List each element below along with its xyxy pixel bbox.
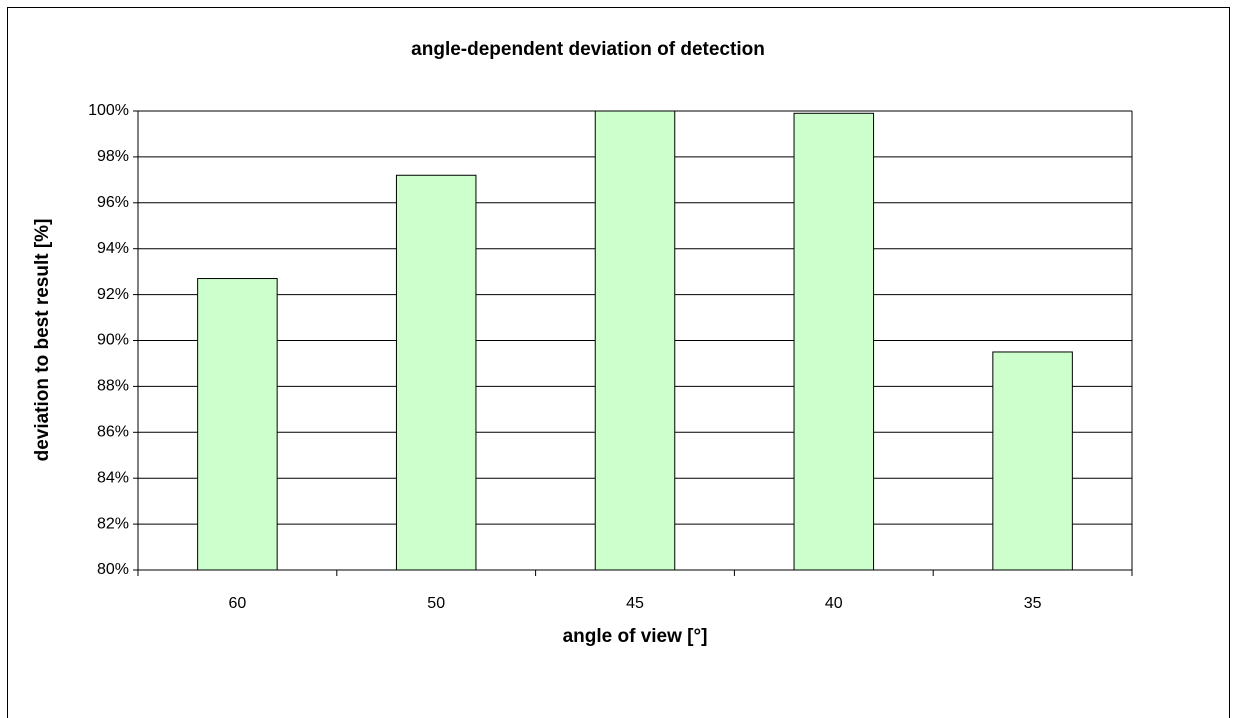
y-tick-label: 100% [88, 102, 129, 119]
y-axis-label: deviation to best result [%] [32, 219, 53, 462]
bar [594, 110, 676, 571]
bar [992, 351, 1073, 571]
y-tick-label: 80% [97, 561, 129, 578]
y-tick-label: 86% [97, 424, 129, 441]
bar [395, 174, 477, 571]
chart-title: angle-dependent deviation of detection [411, 39, 765, 60]
bar [197, 278, 278, 571]
x-tick-label: 50 [427, 595, 445, 612]
y-tick-label: 98% [97, 148, 129, 165]
y-tick-label: 88% [97, 378, 129, 395]
x-tick-label: 45 [626, 595, 644, 612]
y-tick-label: 92% [97, 286, 129, 303]
y-tick-label: 94% [97, 240, 129, 257]
x-tick-label: 60 [229, 595, 247, 612]
x-tick-label: 40 [825, 595, 843, 612]
bar [793, 112, 875, 571]
x-axis-label: angle of view [°] [563, 626, 708, 647]
y-tick-label: 90% [97, 332, 129, 349]
y-tick-label: 96% [97, 194, 129, 211]
y-tick-label: 84% [97, 469, 129, 486]
y-tick-label: 82% [97, 515, 129, 532]
x-tick-label: 35 [1024, 595, 1042, 612]
